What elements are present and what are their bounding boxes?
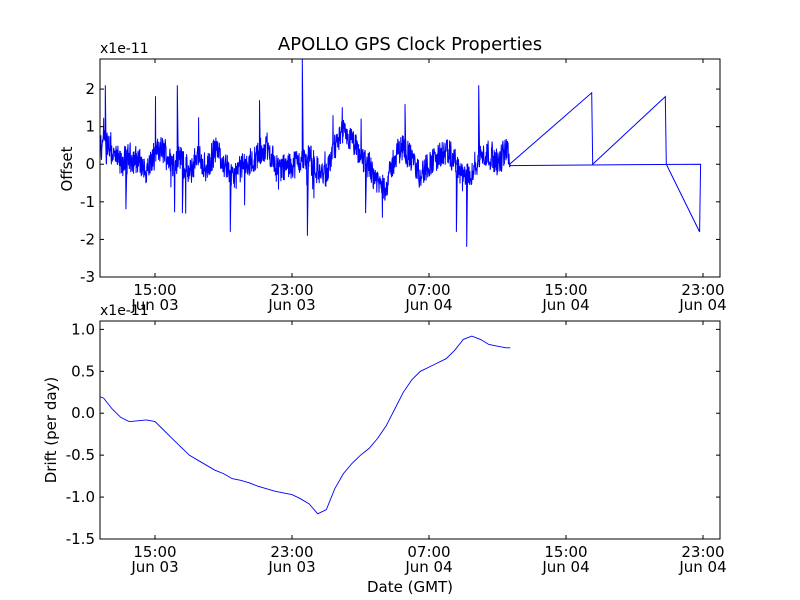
drift-axes-frame xyxy=(99,320,721,540)
drift-ytick-label: -1.5 xyxy=(66,530,95,548)
offset-xtick-time-label: 07:00 xyxy=(407,281,450,299)
offset-ytick-label: 2 xyxy=(85,80,95,98)
drift-xtick-date-label: Jun 03 xyxy=(130,558,178,576)
drift-xtick-date-label: Jun 04 xyxy=(404,558,452,576)
offset-axes-frame xyxy=(99,58,721,278)
drift-ylabel: Drift (per day) xyxy=(42,377,60,484)
offset-xtick-time-label: 15:00 xyxy=(544,281,587,299)
offset-xtick-date-label: Jun 04 xyxy=(678,296,726,314)
drift-ytick-label: -1.0 xyxy=(66,488,95,506)
offset-xtick-date-label: Jun 03 xyxy=(130,296,178,314)
drift-series-line xyxy=(100,335,511,515)
drift-ytick-label: 0.0 xyxy=(71,404,95,422)
drift-xtick-date-label: Jun 04 xyxy=(541,558,589,576)
offset-xtick-time-label: 23:00 xyxy=(270,281,313,299)
offset-series-line xyxy=(100,59,702,247)
drift-xtick-time-label: 15:00 xyxy=(544,543,587,561)
offset-ytick-label: 0 xyxy=(85,155,95,173)
offset-xtick-date-label: Jun 04 xyxy=(541,296,589,314)
drift-exponent-label: x1e-11 xyxy=(100,303,149,319)
offset-xtick-date-label: Jun 03 xyxy=(267,296,315,314)
offset-xtick-time-label: 15:00 xyxy=(133,281,176,299)
drift-xtick-date-label: Jun 04 xyxy=(678,558,726,576)
drift-xtick-date-label: Jun 03 xyxy=(267,558,315,576)
drift-xtick-time-label: 23:00 xyxy=(270,543,313,561)
shared-xlabel: Date (GMT) xyxy=(367,578,453,596)
drift-panel: x1e-11 Drift (per day) -1.5 -1.0 -0.5 0.0 0.… xyxy=(42,303,727,576)
offset-ytick-label: -1 xyxy=(80,193,95,211)
drift-xtick-time-label: 15:00 xyxy=(133,543,176,561)
drift-xtick-time-label: 23:00 xyxy=(681,543,724,561)
drift-ytick-label: 0.5 xyxy=(71,362,95,380)
offset-exponent-label: x1e-11 xyxy=(100,41,149,57)
offset-ytick-label: 1 xyxy=(85,118,95,136)
offset-ytick-label: -3 xyxy=(80,268,95,286)
offset-ylabel: Offset xyxy=(58,146,76,191)
drift-ytick-label: -0.5 xyxy=(66,446,95,464)
figure-title: APOLLO GPS Clock Properties xyxy=(278,34,542,55)
offset-ytick-label: -2 xyxy=(80,230,95,248)
offset-xtick-time-label: 23:00 xyxy=(681,281,724,299)
drift-ytick-label: 1.0 xyxy=(71,320,95,338)
drift-xtick-time-label: 07:00 xyxy=(407,543,450,561)
offset-xtick-date-label: Jun 04 xyxy=(404,296,452,314)
